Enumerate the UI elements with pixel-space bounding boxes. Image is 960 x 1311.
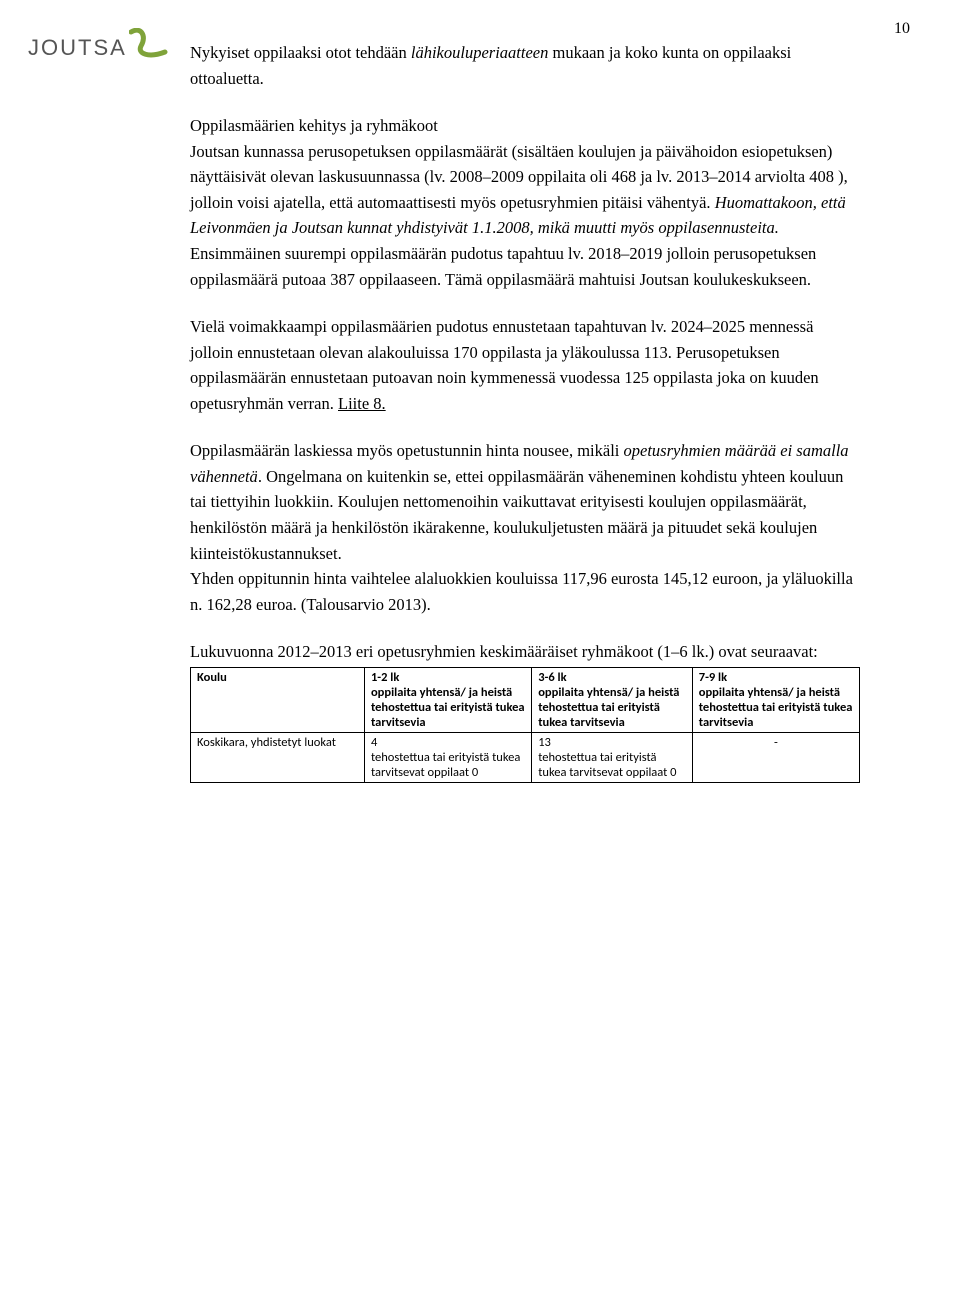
table-row: Koskikara, yhdistetyt luokat 4 tehostett… <box>191 732 860 782</box>
th-3-6lk: 3-6 lk oppilaita yhtensä/ ja heistä teho… <box>532 667 693 732</box>
text: Nykyiset oppilaaksi otot tehdään <box>190 43 411 62</box>
td-1-2lk: 4 tehostettua tai erityistä tukea tarvit… <box>364 732 531 782</box>
td-3-6lk: 13 tehostettua tai erityistä tukea tarvi… <box>532 732 693 782</box>
th-1-2lk: 1-2 lk oppilaita yhtensä/ ja heistä teho… <box>364 667 531 732</box>
text: 13 <box>538 735 686 750</box>
text: . Ongelmana on kuitenkin se, ettei oppil… <box>190 467 843 563</box>
text: tehostettua tai erityistä tukea tarvitse… <box>538 750 686 780</box>
text: - <box>774 735 778 750</box>
td-school: Koskikara, yhdistetyt luokat <box>191 732 365 782</box>
text: 4 <box>371 735 525 750</box>
text: oppilaita yhtensä/ ja heistä tehostettua… <box>371 685 525 730</box>
paragraph-4: Oppilasmäärän laskiessa myös opetustunni… <box>190 438 860 617</box>
th-koulu: Koulu <box>191 667 365 732</box>
paragraph-3: Vielä voimakkaampi oppilasmäärien pudotu… <box>190 314 860 416</box>
paragraph-intro: Nykyiset oppilaaksi otot tehdään lähikou… <box>190 40 860 91</box>
text: Ensimmäinen suurempi oppilasmäärän pudot… <box>190 244 816 289</box>
section-heading: Oppilasmäärien kehitys ja ryhmäkoot <box>190 113 860 139</box>
text: Oppilasmäärän laskiessa myös opetustunni… <box>190 441 624 460</box>
text: Yhden oppitunnin hinta vaihtelee alaluok… <box>190 569 853 614</box>
class-size-table: Koulu 1-2 lk oppilaita yhtensä/ ja heist… <box>190 667 860 783</box>
text: Vielä voimakkaampi oppilasmäärien pudotu… <box>190 317 819 413</box>
page-number: 10 <box>894 20 910 38</box>
text-italic: lähikouluperiaatteen <box>411 43 548 62</box>
logo-text: JOUTSA <box>28 35 127 61</box>
paragraph-5: Lukuvuonna 2012–2013 eri opetusryhmien k… <box>190 639 860 665</box>
text: oppilaita yhtensä/ ja heistä tehostettua… <box>538 685 686 730</box>
text: Koulu <box>197 670 358 685</box>
page: JOUTSA 10 Nykyiset oppilaaksi otot tehdä… <box>0 0 960 823</box>
logo: JOUTSA <box>28 28 169 67</box>
logo-swoosh-icon <box>129 28 169 67</box>
text: oppilaita yhtensä/ ja heistä tehostettua… <box>699 685 853 730</box>
th-7-9lk: 7-9 lk oppilaita yhtensä/ ja heistä teho… <box>692 667 859 732</box>
text: 1-2 lk <box>371 670 525 685</box>
td-7-9lk: - <box>692 732 859 782</box>
paragraph-2: Joutsan kunnassa perusopetuksen oppilasm… <box>190 139 860 292</box>
link-liite-8[interactable]: Liite 8. <box>338 394 386 413</box>
text: 3-6 lk <box>538 670 686 685</box>
text: tehostettua tai erityistä tukea tarvitse… <box>371 750 525 780</box>
table-header-row: Koulu 1-2 lk oppilaita yhtensä/ ja heist… <box>191 667 860 732</box>
text: 7-9 lk <box>699 670 853 685</box>
